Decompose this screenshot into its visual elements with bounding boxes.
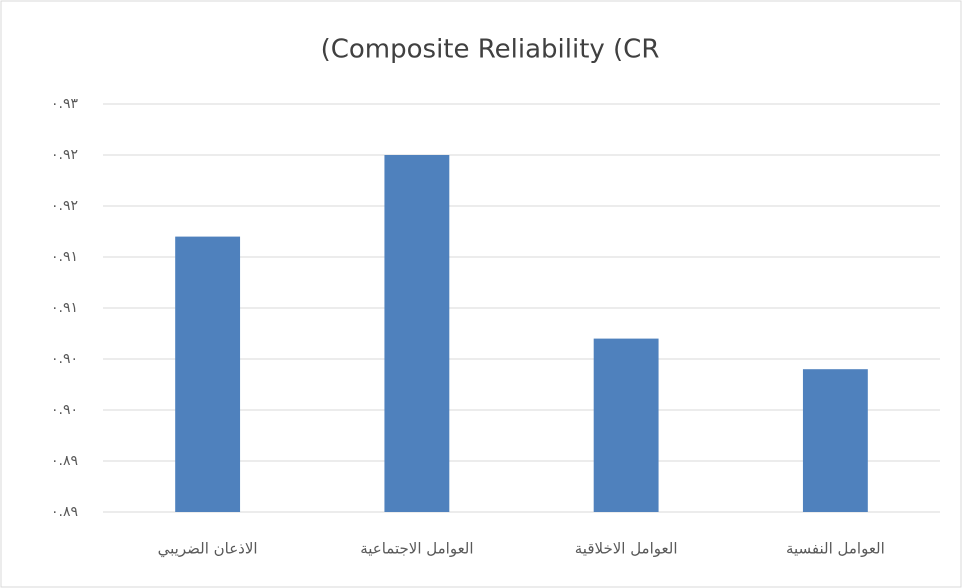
bar [384,155,450,512]
y-tick-label: ٠.٨٩ [51,504,78,520]
x-tick-label: الاذعان الضريبي [158,540,258,559]
bar [175,236,241,512]
y-tick-label: ٠.٩٣ [51,96,78,112]
y-tick-label: ٠.٩٢ [51,147,78,163]
bar [802,369,868,512]
y-tick-label: ٠.٩٠ [51,351,78,367]
y-tick-label: ٠.٩٠ [51,402,78,418]
y-tick-label: ٠.٩١ [51,300,78,316]
x-tick-label: العوامل الاخلاقية [575,540,678,558]
y-tick-label: ٠.٩١ [51,249,78,265]
bar [593,338,659,512]
chart-title: (Composite Reliability (CR [321,35,660,65]
y-tick-label: ٠.٩٢ [51,198,78,214]
x-tick-label: العوامل الاجتماعية [360,540,473,558]
y-tick-label: ٠.٨٩ [51,453,78,469]
x-tick-label: العوامل النفسية [786,540,885,558]
